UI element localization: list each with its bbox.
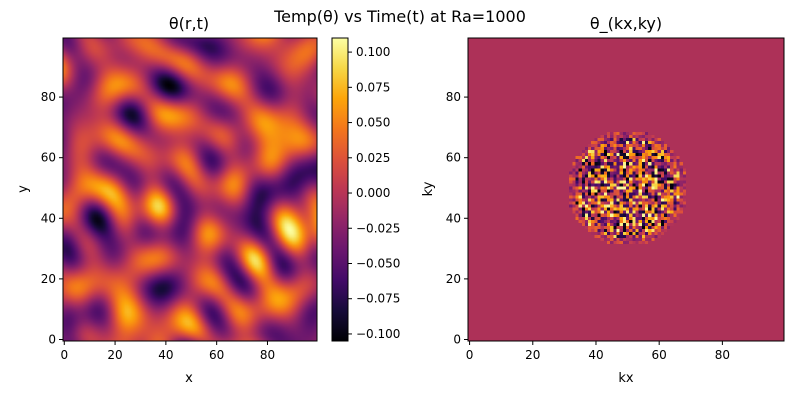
right-x-axis-label: kx <box>618 371 634 386</box>
figure-title: Temp(θ) vs Time(t) at Ra=1000 <box>273 7 526 26</box>
colorbar-tick-label: 0.025 <box>356 151 390 165</box>
y-tick-label: 40 <box>446 211 461 225</box>
x-tick-label: 80 <box>260 348 275 362</box>
colorbar: 0.100 0.075 0.050 0.025 0.000 −0.025 −0.050 −0.… <box>331 37 400 342</box>
y-tick-label: 0 <box>48 332 56 346</box>
y-tick-label: 60 <box>446 151 461 165</box>
x-tick-label: 20 <box>525 348 540 362</box>
right-heatmap-image <box>468 38 784 341</box>
x-tick-label: 40 <box>588 348 603 362</box>
colorbar-tick-label: 0.100 <box>356 45 390 59</box>
y-tick-label: 80 <box>41 90 56 104</box>
x-tick-label: 60 <box>209 348 224 362</box>
right-chart-title: θ_(kx,ky) <box>590 14 662 34</box>
left-x-axis-label: x <box>185 371 193 386</box>
colorbar-gradient <box>332 38 348 341</box>
left-plot-frame <box>62 37 318 342</box>
y-tick-label: 40 <box>41 211 56 225</box>
x-tick-label: 40 <box>158 348 173 362</box>
colorbar-tick-label: 0.050 <box>356 116 390 130</box>
x-tick-label: 0 <box>60 348 68 362</box>
y-tick-label: 20 <box>41 272 56 286</box>
x-tick-label: 60 <box>652 348 667 362</box>
colorbar-tick-label: −0.075 <box>356 292 400 306</box>
y-tick-label: 60 <box>41 151 56 165</box>
y-tick-label: 80 <box>446 90 461 104</box>
colorbar-tick-label: 0.000 <box>356 186 390 200</box>
heatmap-panel-spectrum: θ_(kx,ky) 0 20 40 60 80 0 20 40 60 80 kx ky <box>421 14 785 386</box>
colorbar-tick-label: −0.025 <box>356 221 400 235</box>
colorbar-tick-label: −0.100 <box>356 327 400 341</box>
left-chart-title: θ(r,t) <box>169 14 209 33</box>
left-heatmap-image <box>63 38 317 341</box>
colorbar-tick-label: −0.050 <box>356 256 400 270</box>
right-y-axis-label: ky <box>421 181 436 196</box>
left-y-axis-label: y <box>16 185 31 193</box>
colorbar-frame <box>331 37 349 342</box>
y-tick-label: 0 <box>453 332 461 346</box>
x-tick-label: 20 <box>107 348 122 362</box>
right-plot-frame <box>467 37 785 342</box>
colorbar-tick-label: 0.075 <box>356 80 390 94</box>
y-tick-label: 20 <box>446 272 461 286</box>
x-tick-label: 0 <box>466 348 474 362</box>
heatmap-panel-real-space: θ(r,t) 0 20 40 60 80 0 20 40 60 80 x y <box>16 14 318 386</box>
x-tick-label: 80 <box>715 348 730 362</box>
